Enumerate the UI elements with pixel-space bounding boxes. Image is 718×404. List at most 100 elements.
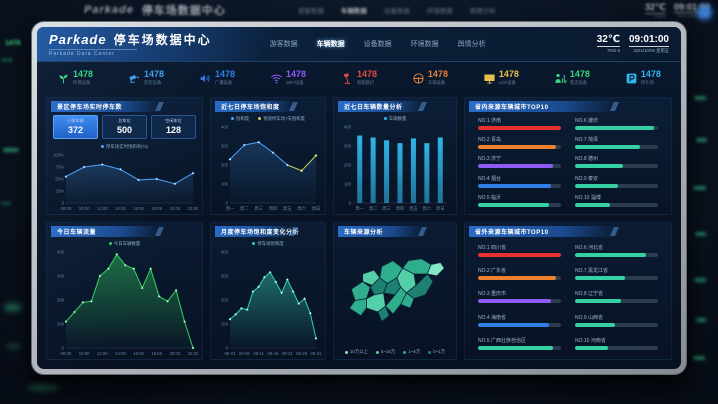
svg-text:12:00: 12:00 [97, 351, 108, 356]
map-legend-dot [428, 350, 432, 354]
temperature-value: 32℃ [596, 34, 620, 47]
top10-bar-track [478, 253, 561, 258]
svg-text:25%: 25% [55, 189, 64, 194]
top10-bar-fill [575, 183, 619, 188]
svg-text:周四: 周四 [269, 206, 278, 212]
kpi-value: 1478 [640, 69, 661, 79]
svg-text:周三: 周三 [254, 206, 263, 212]
nav-item[interactable]: 舆情分析 [457, 41, 486, 48]
map-legend-dot [376, 350, 380, 354]
svg-text:周五: 周五 [283, 206, 292, 212]
nav-item[interactable]: 车辆数据 [316, 41, 345, 48]
panel-today-flow: 今日车辆流量 今日车辆数量 0 100 200 300 400 08:00 10:00 12:… [46, 222, 203, 360]
svg-text:10:00: 10:00 [79, 206, 90, 211]
realtime-saturation-chart: 0 25% 50% 75% 100% 09:00 10:00 12:00 14:00 16:00 1… [51, 151, 199, 212]
top10-item: NO.1 四川省 [478, 239, 561, 262]
svg-text:100: 100 [344, 182, 352, 187]
legend-dot [101, 145, 105, 148]
dashboard-screen: Parkade 停车场数据中心 Parkade Data Center 游客数据… [37, 27, 681, 369]
kpi-parking: 1478 停车场 [625, 70, 661, 86]
people-icon [554, 72, 567, 85]
legend-dot [108, 242, 112, 245]
top10-label: NO.10 河南省 [575, 337, 606, 344]
top10-item: NO.10 淄博 [575, 191, 658, 210]
time-value: 09:01:00 [628, 34, 669, 47]
top10-item: NO.4 海南省 [478, 309, 561, 332]
top10-bar-fill [575, 145, 640, 150]
svg-text:18:00: 18:00 [151, 351, 162, 356]
svg-text:20:00: 20:00 [169, 206, 180, 211]
svg-text:08:00: 08:00 [61, 351, 72, 356]
legend-item: 预测停车场7天饱和度 [258, 116, 305, 122]
nav-item[interactable]: 环境数据 [410, 41, 439, 48]
weekly_vehicles-chart-svg: 0 100 200 300 400 周一 周二 周三 周四 周五 周六 周日 [344, 125, 447, 212]
map-legend-dot [403, 350, 407, 354]
svg-text:周日: 周日 [312, 206, 321, 212]
top10-bar-fill [478, 145, 557, 150]
top10-label: NO.4 烟台 [478, 175, 502, 182]
nav-item[interactable]: 设备数据 [363, 41, 392, 48]
panel-monthly-saturation: 月度停车场饱和度变化分析 停车场饱和度 0 100 200 300 400 08-01 08… [210, 222, 326, 360]
top10-bar-track [478, 299, 561, 304]
kpi-speaker: 1478 广播设备 [199, 70, 235, 86]
svg-text:周三: 周三 [382, 206, 391, 212]
top10-bar-fill [478, 183, 552, 188]
kpi-wifi: 1478 WIFI设备 [270, 70, 306, 86]
dashboard-header: Parkade 停车场数据中心 Parkade Data Center 游客数据… [37, 27, 681, 62]
svg-text:300: 300 [57, 274, 65, 279]
map-legend: 10万以上 5~10万 1~5万 0~1万 [338, 347, 452, 357]
ghost-brand: Parkade [84, 4, 134, 16]
top10-bar-track [478, 183, 561, 188]
svg-text:400: 400 [221, 125, 229, 130]
top10-label: NO.5 广西壮族自治区 [478, 337, 527, 344]
screen-icon [483, 72, 496, 85]
province-map [338, 237, 452, 347]
kpi-camera: 1478 监控设备 [128, 70, 164, 86]
kpi-value: 1478 [143, 69, 165, 79]
svg-text:300: 300 [344, 144, 352, 149]
nav-item[interactable]: 游客数据 [269, 41, 298, 48]
svg-text:16:00: 16:00 [133, 206, 144, 211]
province-top10-list: NO.1 济南 NO.2 青岛 NO.3 济宁 NO.4 烟台 NO.5 临沂 NO.6 … [469, 112, 667, 212]
kpi-lamp: 1478 智能路灯 [341, 70, 377, 86]
svg-text:08-21: 08-21 [282, 351, 294, 356]
pm25-label: PM2.5 [607, 48, 620, 53]
top10-item: NO.9 山西省 [575, 309, 658, 332]
chart-legend: 车辆数量 [338, 114, 452, 123]
panel-title: 省内来源车辆城市TOP10 [469, 101, 667, 112]
kpi-value: 1478 [73, 69, 94, 79]
svg-text:0: 0 [349, 201, 352, 206]
ghost-nav: 游客数据 车辆数据 设备数据 环境数据 舆情分析 [298, 5, 496, 15]
kpi-label: 环境设备 [73, 80, 91, 85]
stat-label: 空闲车位 [165, 118, 182, 123]
top10-bar-track [575, 299, 658, 304]
top10-bar-fill [575, 164, 624, 169]
chart-legend: 饱和度 预测停车场7天饱和度 [215, 114, 321, 123]
realtime_saturation-chart-svg: 0 25% 50% 75% 100% 09:00 10:00 12:00 14:00 16:00 1… [53, 153, 199, 211]
svg-text:周六: 周六 [297, 205, 306, 212]
top10-item: NO.2 广东省 [478, 262, 561, 285]
svg-text:09:00: 09:00 [61, 206, 72, 211]
svg-text:300: 300 [221, 274, 229, 279]
kpi-value: 1478 [356, 69, 377, 79]
top10-bar-fill [478, 253, 561, 258]
top10-label: NO.7 黑龙江省 [575, 268, 609, 275]
clock-block: 32℃ PM2.5 09:01:00 2021/10/08 星期五 [596, 34, 669, 54]
svg-text:400: 400 [57, 250, 65, 255]
top10-label: NO.8 辽宁省 [575, 291, 604, 298]
svg-text:08-31: 08-31 [311, 351, 322, 356]
map-legend-item: 1~5万 [403, 349, 420, 355]
svg-text:16:00: 16:00 [133, 351, 144, 356]
ghost-clock: 32℃ PM2.5 09:01:00 2021/10/08 星期五 [645, 1, 710, 19]
steering-wheel-icon [412, 72, 425, 85]
top10-item: NO.4 烟台 [478, 172, 561, 191]
svg-text:75%: 75% [55, 165, 64, 170]
svg-text:100%: 100% [53, 153, 64, 158]
kpi-label: 监控设备 [143, 80, 162, 85]
legend-item: 饱和度 [230, 116, 249, 122]
stat-label: 已停车辆 [67, 118, 84, 123]
svg-text:400: 400 [221, 250, 229, 255]
panel-title: 车辆来源分析 [338, 226, 452, 237]
top10-label: NO.2 广东省 [478, 268, 507, 275]
